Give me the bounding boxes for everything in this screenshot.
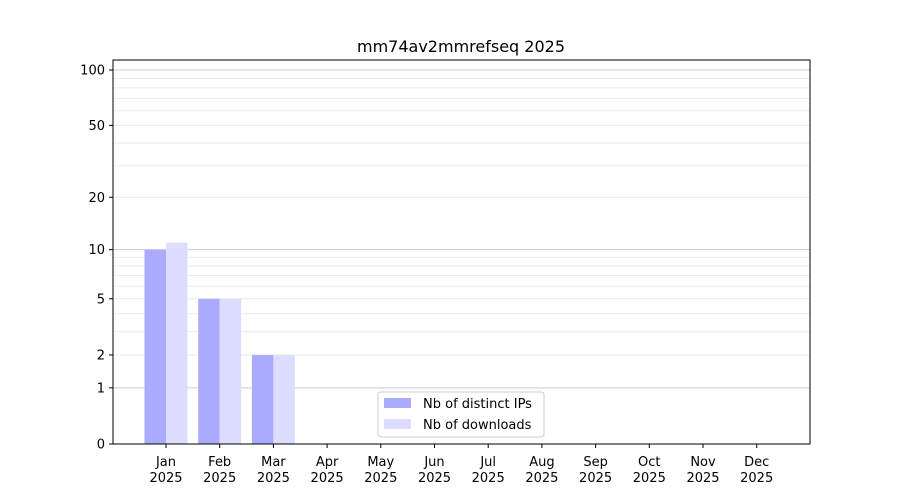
legend-swatch [384,398,411,408]
bar-distinct-ips [251,354,274,444]
x-tick-label: Feb [208,455,231,470]
x-tick-label: May [367,455,394,470]
chart-title: mm74av2mmrefseq 2025 [357,37,565,56]
legend-swatch [384,419,411,429]
x-tick-label: Apr [316,455,339,470]
bar-downloads [166,242,188,444]
bar-distinct-ips [198,298,220,444]
x-tick-label: 2025 [740,471,773,486]
x-tick-label: Oct [638,455,660,470]
bar-downloads [273,354,295,444]
legend: Nb of distinct IPs Nb of downloads [377,391,545,438]
x-tick-label: 2025 [311,471,344,486]
x-tick-label: 2025 [149,471,182,486]
x-axis: Jan2025Feb2025Mar2025Apr2025May2025Jun20… [149,444,773,486]
x-tick-label: Nov [690,455,716,470]
bars [144,242,295,444]
x-tick-label: Mar [261,455,286,470]
x-tick-label: 2025 [257,471,290,486]
x-tick-label: 2025 [579,471,612,486]
x-tick-label: Jan [155,455,176,470]
legend-label: Nb of downloads [423,418,532,433]
legend-label: Nb of distinct IPs [423,397,532,412]
x-tick-label: 2025 [203,471,236,486]
x-tick-label: Jun [423,455,444,470]
x-tick-label: Sep [583,455,608,470]
bar-distinct-ips [144,249,166,444]
gridlines [113,69,810,389]
legend-box [377,391,545,438]
y-axis: 0 1 2 5 10 20 50 100 [80,63,113,453]
x-tick-label: 2025 [364,471,397,486]
y-tick-label: 0 [97,438,105,453]
x-tick-label: Aug [529,455,554,470]
y-tick-label: 2 [97,348,105,363]
x-tick-label: 2025 [472,471,505,486]
bar-downloads [219,298,242,444]
x-tick-label: Jul [479,455,496,470]
x-tick-label: 2025 [418,471,451,486]
x-tick-label: 2025 [525,471,558,486]
y-tick-label: 100 [80,63,105,78]
plot-frame [112,59,811,445]
y-tick-label: 50 [88,119,105,134]
y-tick-label: 5 [97,292,105,307]
x-tick-label: 2025 [633,471,666,486]
x-tick-label: Dec [744,455,769,470]
x-tick-label: 2025 [686,471,719,486]
y-tick-label: 10 [88,243,105,258]
y-tick-label: 1 [97,381,105,396]
y-tick-label: 20 [88,191,105,206]
